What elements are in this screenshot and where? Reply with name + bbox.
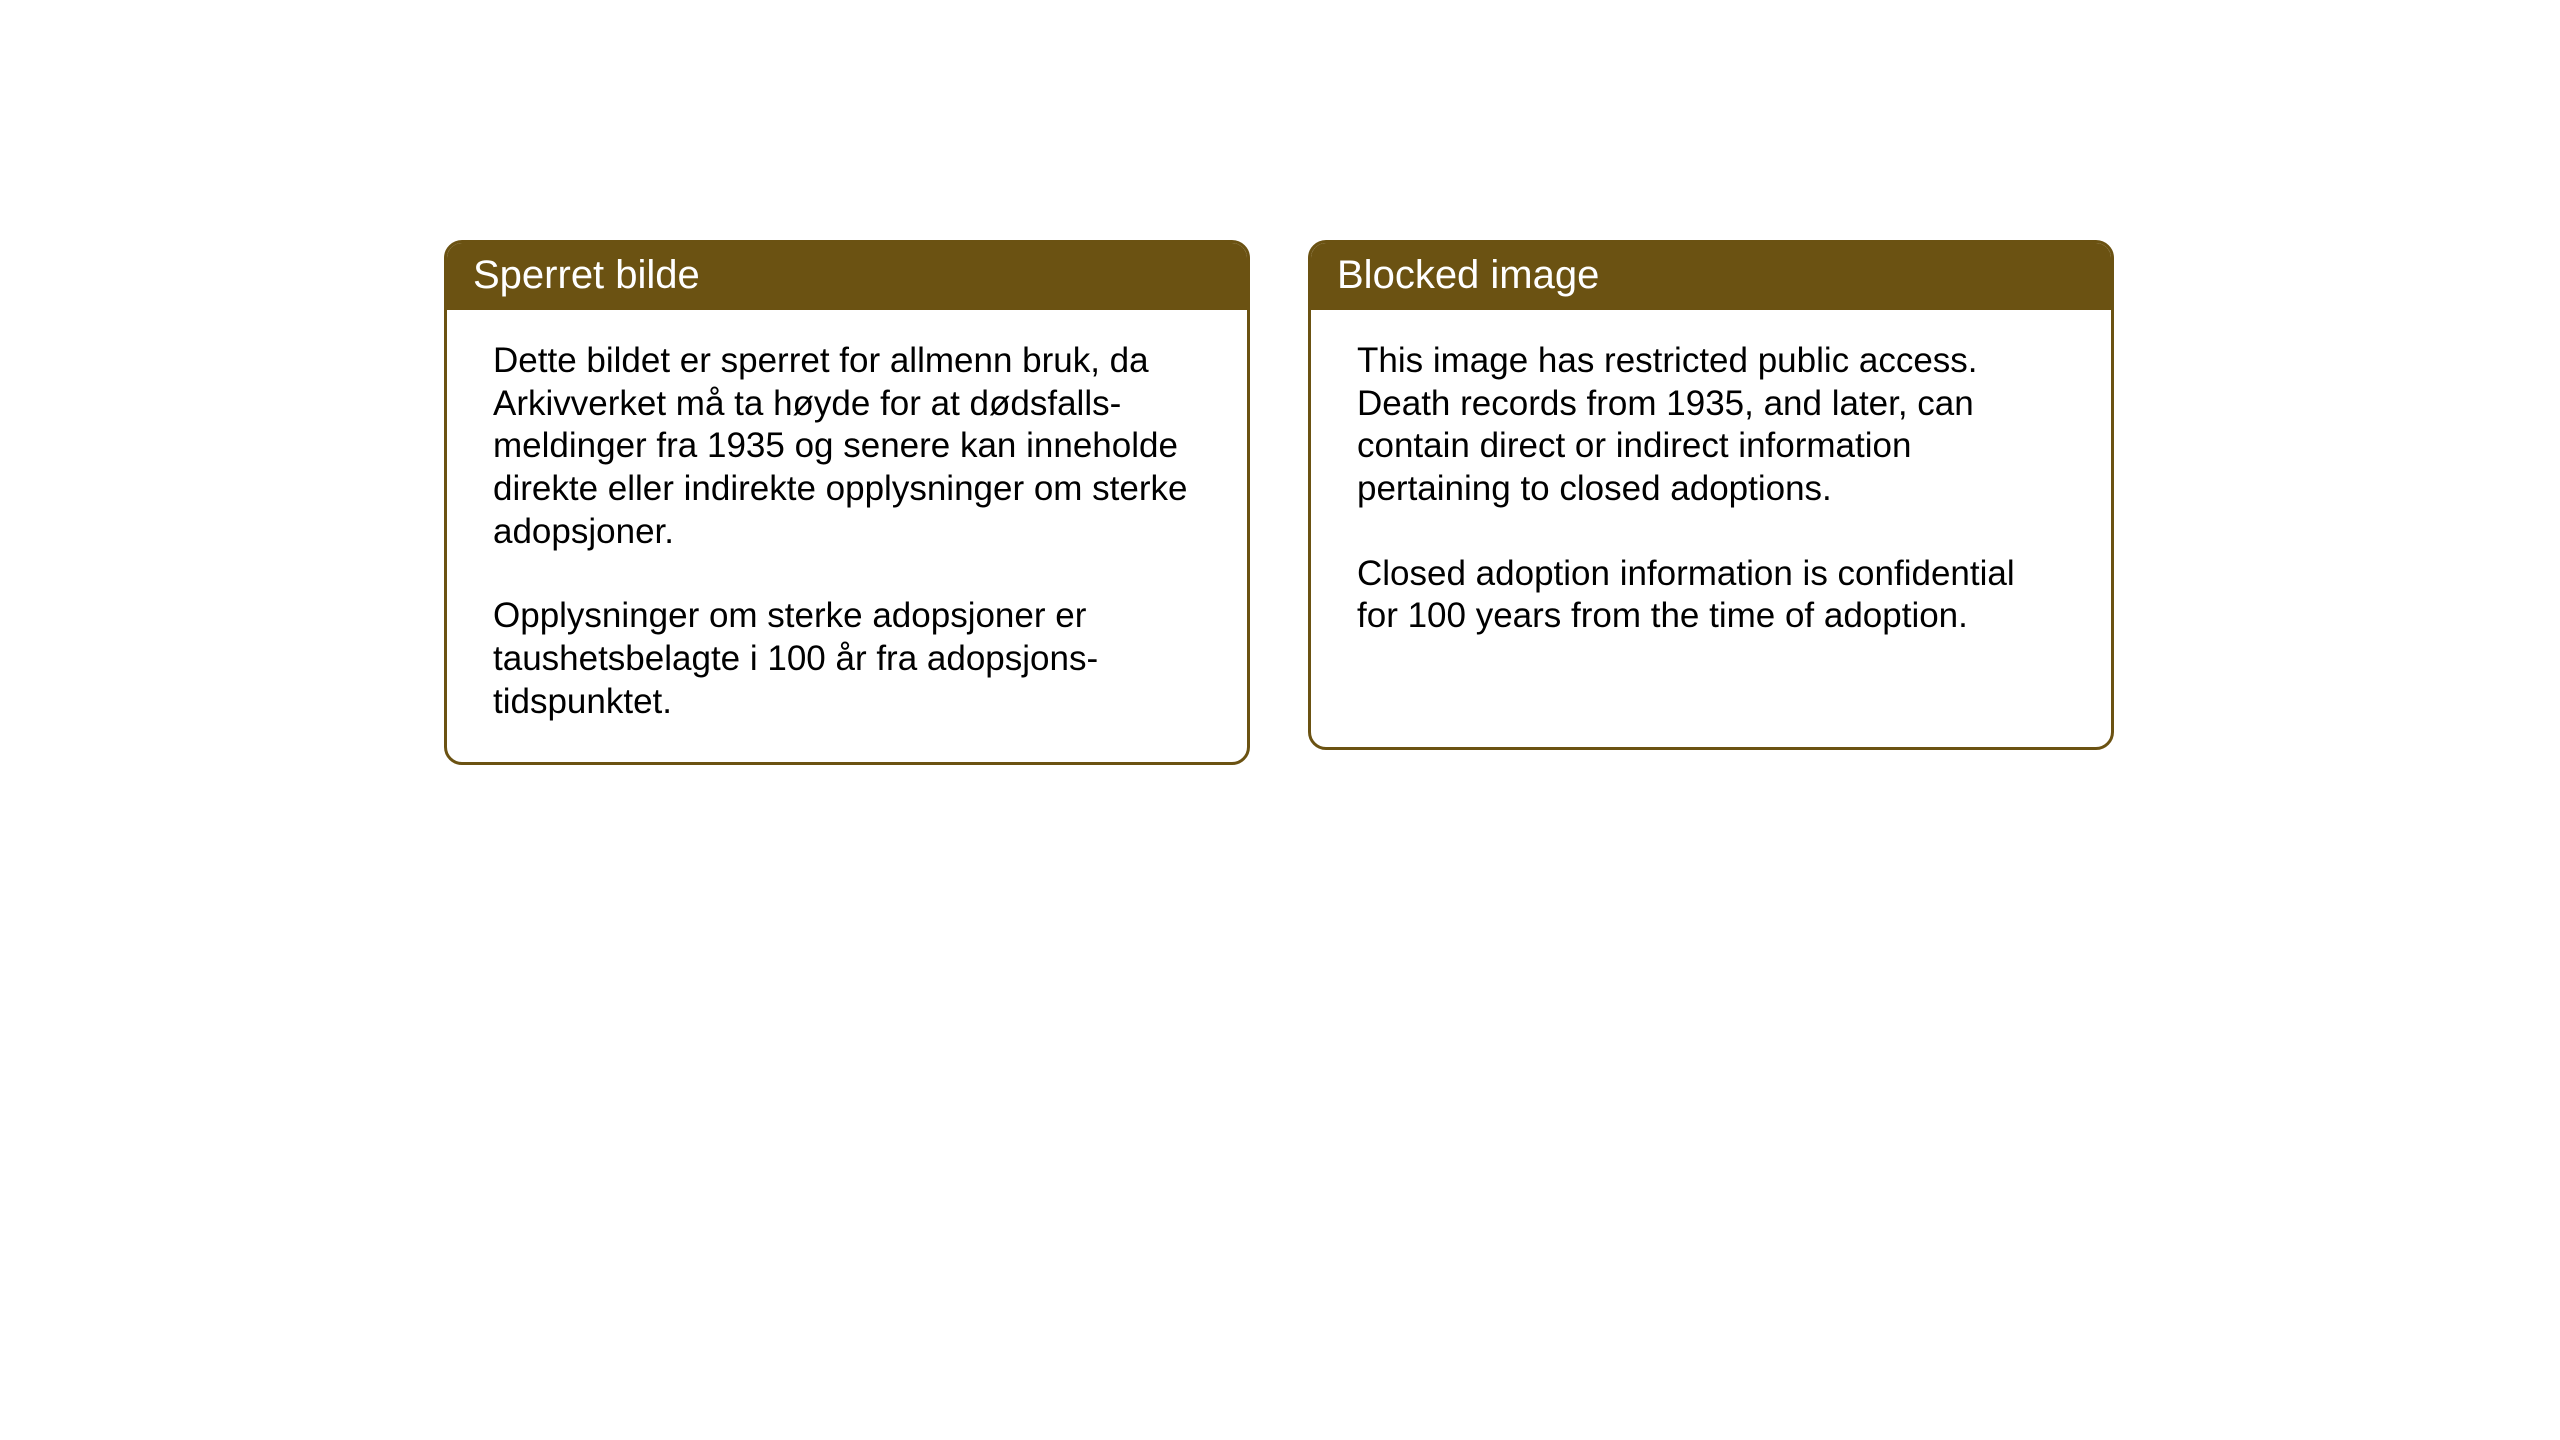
- notice-paragraph-1-english: This image has restricted public access.…: [1357, 340, 2065, 511]
- notice-title-norwegian: Sperret bilde: [473, 253, 700, 297]
- notice-card-norwegian: Sperret bilde Dette bildet er sperret fo…: [444, 240, 1250, 765]
- notice-paragraph-2-norwegian: Opplysninger om sterke adopsjoner er tau…: [493, 595, 1201, 723]
- notice-header-english: Blocked image: [1311, 243, 2111, 310]
- notice-paragraph-2-english: Closed adoption information is confident…: [1357, 553, 2065, 638]
- notice-body-english: This image has restricted public access.…: [1311, 310, 2111, 676]
- notice-paragraph-1-norwegian: Dette bildet er sperret for allmenn bruk…: [493, 340, 1201, 553]
- notice-title-english: Blocked image: [1337, 253, 1599, 297]
- notice-body-norwegian: Dette bildet er sperret for allmenn bruk…: [447, 310, 1247, 762]
- notice-card-english: Blocked image This image has restricted …: [1308, 240, 2114, 750]
- notice-header-norwegian: Sperret bilde: [447, 243, 1247, 310]
- notice-container: Sperret bilde Dette bildet er sperret fo…: [444, 240, 2114, 765]
